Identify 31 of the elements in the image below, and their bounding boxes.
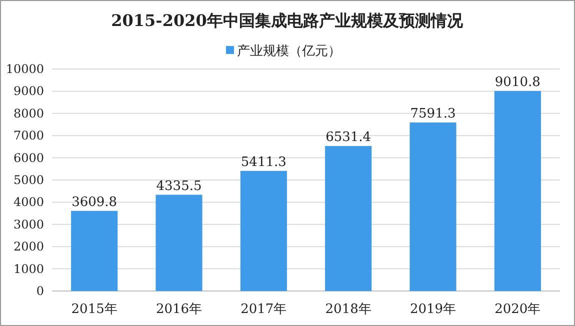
y-tick-label: 9000 [13,84,44,98]
y-tick-label: 10000 [6,62,44,76]
x-tick-label: 2016年 [156,302,202,317]
x-tick-label: 2015年 [71,302,118,317]
legend-label: 产业规模（亿元） [237,44,341,59]
y-tick-label: 3000 [13,217,44,232]
y-tick-label: 0 [36,284,44,298]
data-label: 9010.8 [494,74,540,90]
y-tick-label: 2000 [13,240,44,254]
bar [240,170,287,291]
bar [71,210,118,291]
y-tick-label: 4000 [13,195,44,210]
data-label: 7591.3 [410,106,456,122]
data-label: 4335.5 [156,178,202,194]
x-tick-label: 2019年 [410,302,456,317]
bar [410,122,456,291]
chart-title: 2015-2020年中国集成电路产业规模及预测情况 [111,11,464,30]
data-label: 5411.3 [240,154,286,170]
bar [156,194,202,291]
data-label: 6531.4 [326,130,372,146]
y-tick-label: 7000 [13,128,44,143]
x-tick-label: 2018年 [325,302,372,317]
bar [325,146,372,291]
x-tick-label: 2017年 [240,302,287,317]
data-label: 3609.8 [72,194,118,210]
y-tick-label: 8000 [13,106,44,120]
y-tick-label: 6000 [13,150,44,165]
bar [494,90,541,291]
y-tick-label: 1000 [13,262,44,276]
y-tick-label: 5000 [13,173,44,187]
x-tick-label: 2020年 [494,302,541,317]
